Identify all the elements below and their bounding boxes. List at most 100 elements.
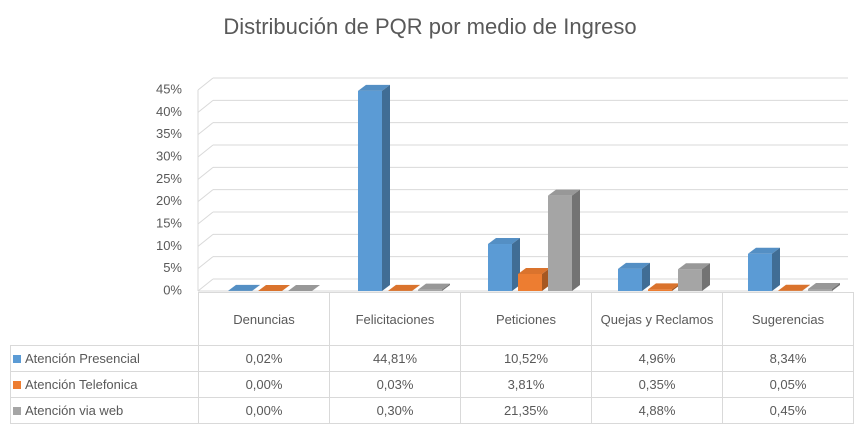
y-tick-label: 30% — [156, 148, 182, 163]
legend-cell: Atención via web — [10, 397, 199, 424]
bar-top — [648, 283, 680, 290]
bar-top — [678, 263, 710, 270]
bar — [808, 282, 840, 291]
bar-side — [642, 262, 650, 291]
value-cell: 21,35% — [460, 397, 592, 424]
bar — [678, 263, 710, 291]
bar — [288, 285, 320, 291]
bar-top — [358, 84, 390, 91]
bar — [778, 284, 810, 291]
bar-top — [808, 282, 840, 289]
bar-side — [772, 247, 780, 291]
bar-top — [618, 262, 650, 269]
grid-line-side — [197, 233, 214, 247]
legend-key — [13, 381, 21, 389]
value-cell: 0,35% — [591, 371, 723, 398]
bar — [518, 267, 550, 291]
value-cell: 0,30% — [329, 397, 461, 424]
category-header: Peticiones — [460, 292, 592, 346]
bar — [388, 284, 420, 291]
y-tick-label: 45% — [156, 81, 182, 96]
chart-title: Distribución de PQR por medio de Ingreso — [223, 14, 636, 39]
bar-side — [252, 284, 260, 291]
bar-side — [702, 263, 710, 291]
bar-front — [358, 90, 382, 291]
bar-side — [442, 283, 450, 291]
data-table: Denuncias Felicitaciones Peticiones Quejas … — [10, 292, 854, 424]
bar-front — [678, 269, 702, 291]
y-tick-label: 20% — [156, 193, 182, 208]
bar — [618, 262, 650, 291]
bar-top — [388, 284, 420, 291]
bar-front — [418, 289, 442, 291]
value-cell: 0,02% — [198, 345, 330, 372]
bar-top — [418, 283, 450, 290]
category-header: Denuncias — [198, 292, 330, 346]
bar-top — [288, 285, 320, 291]
table-row: Atención via web 0,00% 0,30% 21,35% 4,88% 0,4… — [10, 397, 854, 424]
grid-line-side — [197, 166, 214, 180]
bar — [488, 238, 520, 291]
grid-line-side — [197, 144, 214, 158]
category-header: Felicitaciones — [329, 292, 461, 346]
grid-line-side — [197, 211, 214, 225]
table-row: Atención Telefonica 0,00% 0,03% 3,81% 0,35% 0… — [10, 371, 854, 398]
bar — [228, 284, 260, 291]
bar-front — [548, 195, 572, 291]
value-cell: 0,00% — [198, 397, 330, 424]
category-header: Quejas y Reclamos — [591, 292, 723, 346]
legend-label: Atención Presencial — [25, 351, 140, 366]
bar-top — [228, 284, 260, 291]
value-cell: 44,81% — [329, 345, 461, 372]
table-row: Atención Presencial 0,02% 44,81% 10,52% 4,96… — [10, 345, 854, 372]
grid-line-side — [197, 99, 214, 113]
bar-side — [802, 284, 810, 291]
y-tick-label: 25% — [156, 171, 182, 186]
value-cell: 0,05% — [722, 371, 854, 398]
bar-side — [382, 84, 390, 291]
bar-top — [258, 285, 290, 291]
bar-side — [412, 284, 420, 291]
value-cell: 0,00% — [198, 371, 330, 398]
legend-key — [13, 355, 21, 363]
bar-front — [748, 253, 772, 291]
value-cell: 0,45% — [722, 397, 854, 424]
bar — [358, 84, 390, 291]
bar-top — [778, 284, 810, 291]
y-tick-label: 5% — [163, 260, 182, 275]
grid-line-side — [197, 278, 214, 292]
y-tick-label: 40% — [156, 104, 182, 119]
legend-cell: Atención Presencial — [10, 345, 199, 372]
category-header: Sugerencias — [722, 292, 854, 346]
bar-side — [572, 189, 580, 291]
legend-cell: Atención Telefonica — [10, 371, 199, 398]
bar — [418, 283, 450, 291]
bar — [258, 285, 290, 291]
y-tick-label: 35% — [156, 126, 182, 141]
bar — [748, 247, 780, 291]
grid-line-side — [197, 256, 214, 270]
bar — [548, 189, 580, 291]
bar-top — [548, 189, 580, 196]
bar-top — [518, 267, 550, 274]
bar-front — [518, 273, 542, 291]
value-cell: 0,03% — [329, 371, 461, 398]
y-tick-label: 10% — [156, 238, 182, 253]
bar-top — [748, 247, 780, 254]
bar-front — [648, 289, 672, 291]
bar-side — [832, 282, 840, 291]
legend-label: Atención via web — [25, 403, 124, 418]
bar-top — [488, 238, 520, 245]
value-cell: 8,34% — [722, 345, 854, 372]
bar-front — [618, 268, 642, 291]
value-cell: 10,52% — [460, 345, 592, 372]
y-tick-label: 15% — [156, 215, 182, 230]
value-cell: 4,96% — [591, 345, 723, 372]
grid-line-side — [197, 122, 214, 136]
bar — [648, 283, 680, 291]
value-cell: 3,81% — [460, 371, 592, 398]
bar-front — [808, 288, 832, 291]
legend-label: Atención Telefonica — [25, 377, 138, 392]
